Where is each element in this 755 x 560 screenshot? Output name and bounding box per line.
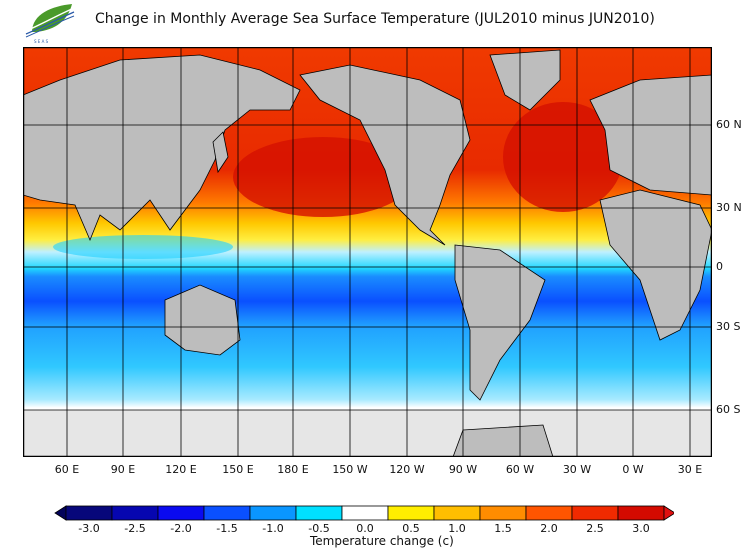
- colorbar-over-arrow: [663, 505, 674, 521]
- colorbar-swatch: [341, 505, 389, 521]
- land-masses: [23, 49, 712, 457]
- colorbar-tick-label: 3.0: [632, 522, 650, 535]
- lon-label: 60 W: [505, 463, 535, 476]
- lat-label: 60 S: [716, 403, 741, 416]
- colorbar-tick-label: -2.5: [124, 522, 146, 535]
- map-frame: [23, 47, 712, 457]
- lon-label: 60 E: [54, 463, 80, 476]
- colorbar-swatch: [203, 505, 251, 521]
- colorbar-swatch: [617, 505, 665, 521]
- colorbar-swatch: [479, 505, 527, 521]
- svg-text:S E A S: S E A S: [34, 39, 49, 44]
- lon-label: 180 E: [277, 463, 309, 476]
- colorbar-tick-label: 2.0: [540, 522, 558, 535]
- lon-label: 90 E: [110, 463, 136, 476]
- lon-label: 120 E: [165, 463, 197, 476]
- lon-label: 150 W: [332, 463, 368, 476]
- colorbar-swatch: [433, 505, 481, 521]
- lat-label: 30 S: [716, 320, 741, 333]
- colorbar: [54, 505, 674, 521]
- colorbar-tick-label: -1.5: [216, 522, 238, 535]
- colorbar-under-arrow: [54, 505, 67, 521]
- colorbar-tick-label: -2.0: [170, 522, 192, 535]
- colorbar-swatch: [249, 505, 297, 521]
- colorbar-tick-label: 0.0: [356, 522, 374, 535]
- lat-label: 60 N: [716, 118, 742, 131]
- lat-label: 30 N: [716, 201, 742, 214]
- leaf-wave-logo: S E A S: [25, 4, 75, 44]
- lat-label: 0: [716, 260, 723, 273]
- colorbar-tick-label: 0.5: [402, 522, 420, 535]
- lon-label: 30 W: [562, 463, 592, 476]
- colorbar-swatch: [387, 505, 435, 521]
- lon-label: 0 W: [622, 463, 644, 476]
- colorbar-swatch: [525, 505, 573, 521]
- sst-change-map: [23, 47, 712, 457]
- colorbar-tick-label: 1.0: [448, 522, 466, 535]
- lon-label: 120 W: [389, 463, 425, 476]
- colorbar-tick-label: -0.5: [308, 522, 330, 535]
- colorbar-swatch: [571, 505, 619, 521]
- lon-label: 30 E: [677, 463, 703, 476]
- colorbar-tick-label: 2.5: [586, 522, 604, 535]
- lon-label: 90 W: [448, 463, 478, 476]
- colorbar-tick-label: -1.0: [262, 522, 284, 535]
- graticule: [23, 47, 712, 457]
- colorbar-swatch: [65, 505, 113, 521]
- colorbar-tick-label: -3.0: [78, 522, 100, 535]
- colorbar-title: Temperature change (c): [310, 534, 454, 548]
- map-title: Change in Monthly Average Sea Surface Te…: [95, 11, 655, 27]
- colorbar-swatch: [295, 505, 343, 521]
- sea-ice-region: [23, 410, 712, 457]
- colorbar-swatch: [157, 505, 205, 521]
- lon-label: 150 E: [222, 463, 254, 476]
- colorbar-swatch: [111, 505, 159, 521]
- colorbar-tick-label: 1.5: [494, 522, 512, 535]
